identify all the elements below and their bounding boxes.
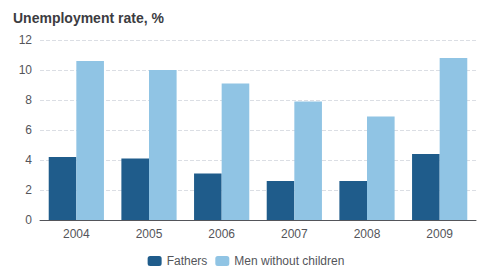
svg-text:2008: 2008 xyxy=(354,227,381,241)
svg-text:0: 0 xyxy=(25,213,32,227)
svg-text:12: 12 xyxy=(19,33,33,47)
svg-text:10: 10 xyxy=(19,63,33,77)
svg-text:2006: 2006 xyxy=(208,227,235,241)
svg-text:Unemployment rate, %: Unemployment rate, % xyxy=(13,10,164,26)
svg-text:2007: 2007 xyxy=(281,227,308,241)
svg-text:6: 6 xyxy=(25,123,32,137)
svg-text:2: 2 xyxy=(25,183,32,197)
svg-text:8: 8 xyxy=(25,93,32,107)
svg-text:2005: 2005 xyxy=(136,227,163,241)
svg-text:Men without children: Men without children xyxy=(234,254,344,268)
svg-text:4: 4 xyxy=(25,153,32,167)
svg-text:2004: 2004 xyxy=(63,227,90,241)
svg-text:Fathers: Fathers xyxy=(167,254,208,268)
svg-text:2009: 2009 xyxy=(426,227,453,241)
